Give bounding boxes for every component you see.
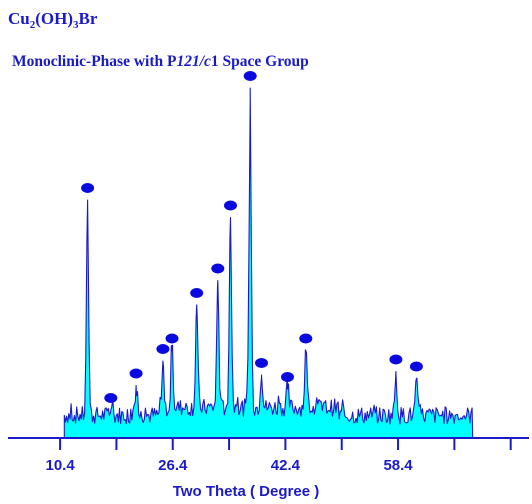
x-axis-title: Two Theta ( Degree ) [173, 483, 319, 500]
peak-marker-2 [104, 393, 118, 403]
peak-marker-10 [255, 358, 268, 368]
x-tick-label: 26.4 [158, 457, 188, 474]
peak-marker-1 [81, 183, 95, 193]
chart-subtitle: Monoclinic-Phase with P121/c1 Space Grou… [12, 53, 309, 70]
peak-marker-8 [224, 200, 237, 211]
x-ticks: 10.4 26.4 42.4 58.4 [45, 438, 512, 474]
plot-area [63, 71, 474, 439]
peak-marker-9 [243, 71, 257, 81]
x-axis: 10.4 26.4 42.4 58.4 [8, 437, 529, 474]
peak-marker-7 [211, 263, 225, 274]
pattern-line [63, 87, 474, 439]
peak-marker-6 [190, 288, 204, 298]
peak-marker-3 [129, 368, 143, 379]
peak-marker-14 [409, 361, 423, 372]
peak-marker-4 [156, 344, 170, 354]
x-tick-label: 58.4 [383, 457, 413, 474]
peak-marker-12 [299, 333, 313, 344]
peak-markers [81, 71, 423, 403]
peak-marker-11 [281, 372, 294, 382]
peak-marker-5 [165, 333, 179, 344]
x-tick-label: 10.4 [45, 457, 75, 474]
chart-title: Cu2(OH)3Br [8, 9, 98, 31]
x-tick-label: 42.4 [271, 457, 301, 474]
pattern-fill [64, 88, 473, 438]
peak-marker-13 [389, 354, 403, 365]
